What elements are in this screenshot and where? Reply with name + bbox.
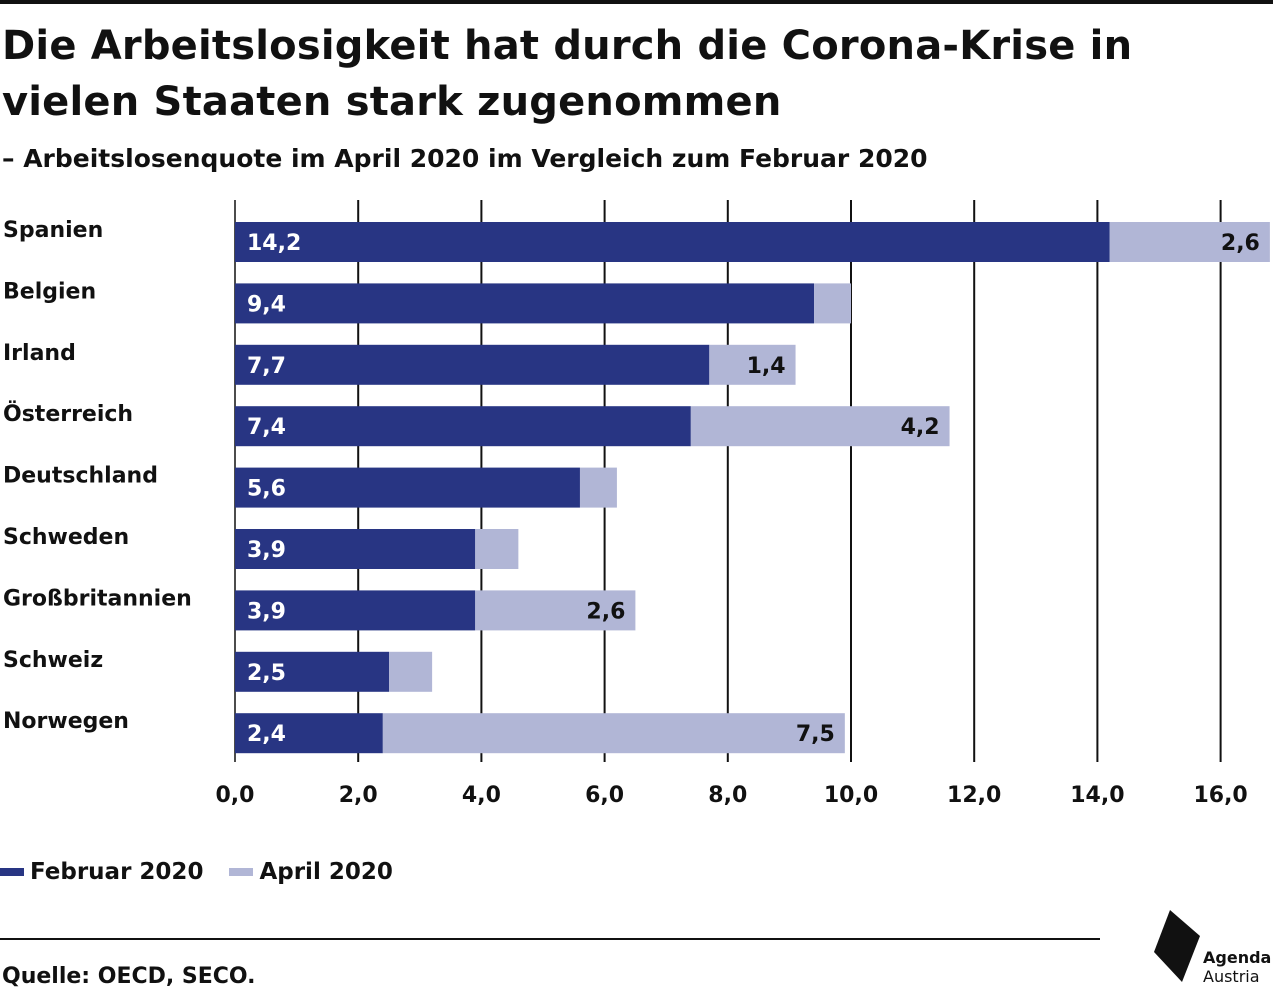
x-tick-label-0: 0,0 <box>216 783 255 808</box>
bar-februar-8 <box>235 713 383 754</box>
bar-februar-5 <box>235 529 476 569</box>
category-label-4: Deutschland <box>3 464 158 489</box>
category-label-2: Irland <box>3 341 76 366</box>
logo-text: Agenda Austria <box>1203 948 1271 986</box>
value-label-april-6: 2,6 <box>586 599 625 624</box>
x-tick-label-5: 10,0 <box>824 783 878 808</box>
bar-februar-3 <box>235 406 691 447</box>
x-tick-labels: 0,0 2,0 4,0 6,0 8,0 10,0 12,0 14,0 16,0 <box>216 783 1248 808</box>
top-rule <box>0 0 1273 4</box>
category-label-8: Norwegen <box>3 709 129 734</box>
bar-februar-2 <box>235 344 710 385</box>
category-label-5: Schweden <box>3 525 129 550</box>
value-label-februar-1: 9,4 <box>247 292 286 317</box>
bar-februar-6 <box>235 590 476 631</box>
category-label-0: Spanien <box>3 218 103 243</box>
x-tick-label-6: 12,0 <box>947 783 1001 808</box>
bar-april-5 <box>475 529 519 569</box>
value-label-februar-2: 7,7 <box>247 354 286 379</box>
x-tick-label-4: 8,0 <box>708 783 747 808</box>
value-label-februar-7: 2,5 <box>247 661 286 686</box>
chart-subtitle: – Arbeitslosenquote im April 2020 im Ver… <box>2 144 928 173</box>
value-label-april-0: 2,6 <box>1221 231 1260 256</box>
legend-item-februar: Februar 2020 <box>0 859 203 885</box>
legend-label-april: April 2020 <box>259 859 393 885</box>
bar-februar-0 <box>235 222 1110 262</box>
category-label-1: Belgien <box>3 279 96 304</box>
legend-swatch-februar <box>0 868 24 876</box>
value-label-februar-3: 7,4 <box>247 415 286 440</box>
value-label-februar-8: 2,4 <box>247 722 286 747</box>
value-label-april-8: 7,5 <box>796 722 835 747</box>
legend-swatch-april <box>229 868 254 876</box>
logo-line2: Austria <box>1203 967 1260 986</box>
bar-april-7 <box>389 651 433 692</box>
value-label-februar-5: 3,9 <box>247 538 286 563</box>
bottom-rule <box>0 938 1100 940</box>
source-note: Quelle: OECD, SECO. <box>2 964 256 989</box>
value-label-februar-6: 3,9 <box>247 599 286 624</box>
x-tick-label-1: 2,0 <box>339 783 378 808</box>
bar-februar-4 <box>235 467 580 508</box>
category-label-6: Großbritannien <box>3 586 192 611</box>
bar-april-8 <box>382 713 845 754</box>
bar-februar-7 <box>235 651 389 692</box>
bar-april-4 <box>579 467 617 508</box>
bar-april-2 <box>709 344 796 385</box>
bars: 14,2 2,6 9,4 7,7 1,4 7,4 4,2 5,6 3,9 3,9 2,6 2,5 2,4… <box>235 222 1270 754</box>
value-label-februar-4: 5,6 <box>247 477 286 502</box>
category-label-3: Österreich <box>3 401 133 427</box>
x-tick-label-2: 4,0 <box>462 783 501 808</box>
value-label-april-2: 1,4 <box>747 354 786 379</box>
bar-februar-1 <box>235 283 815 324</box>
x-tick-label-3: 6,0 <box>585 783 624 808</box>
logo-line1: Agenda <box>1203 948 1272 967</box>
legend-item-april: April 2020 <box>229 859 393 885</box>
legend-label-februar: Februar 2020 <box>30 859 204 885</box>
bar-april-6 <box>475 590 636 631</box>
bar-april-0 <box>1109 222 1270 262</box>
category-labels: Spanien Belgien Irland Österreich Deutschlan… <box>3 218 192 734</box>
legend: Februar 2020 April 2020 <box>0 855 419 889</box>
bar-april-3 <box>690 406 950 447</box>
x-tick-label-7: 14,0 <box>1070 783 1124 808</box>
chart-title: Die Arbeitslosigkeit hat durch die Coron… <box>2 23 1133 125</box>
x-tick-label-8: 16,0 <box>1193 783 1247 808</box>
value-label-februar-0: 14,2 <box>247 231 301 256</box>
bar-chart: 14,2 2,6 9,4 7,7 1,4 7,4 4,2 5,6 3,9 3,9 2,6 2,5 2,4… <box>3 200 1270 808</box>
bar-april-1 <box>814 283 851 324</box>
value-label-april-3: 4,2 <box>901 415 940 440</box>
agenda-austria-logo-icon <box>1154 910 1200 982</box>
category-label-7: Schweiz <box>3 648 103 673</box>
